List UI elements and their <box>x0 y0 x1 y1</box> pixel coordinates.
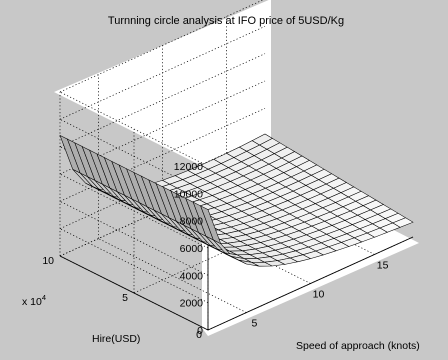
y-tick-label: 5 <box>122 292 128 304</box>
surface-mesh <box>59 133 414 267</box>
chart-title: Turnning circle analysis at IFO price of… <box>108 15 344 27</box>
y-tick-label: 10 <box>42 255 54 267</box>
axis-line <box>59 255 209 331</box>
grid-line-left-z <box>59 91 209 167</box>
z-tick-label: 8000 <box>180 216 204 228</box>
x-axis-label: Speed of approach (knots) <box>296 340 420 352</box>
z-tick-label: 12000 <box>174 161 203 173</box>
z-tick-label: 0 <box>197 325 203 337</box>
grid-line-back-z <box>59 0 264 93</box>
tick-labels: 0 2000 4000 6000 8000 10000 12000 5 10 15 0 5 10 <box>42 161 388 341</box>
y-tick-label: 0 <box>196 329 202 341</box>
x-tick-label: 10 <box>313 289 325 301</box>
grid-line-floor-x <box>98 238 247 313</box>
x-tick-label: 5 <box>251 318 257 330</box>
y-axis-label: Hire(USD) <box>92 333 140 345</box>
y-scale-factor: x 104 <box>22 293 46 308</box>
surface-quad <box>392 217 414 228</box>
z-tick-label: 4000 <box>180 270 204 282</box>
y-scale-factor-base: x 10 <box>22 296 42 308</box>
z-tick-label: 6000 <box>180 243 204 255</box>
x-tick-label: 15 <box>377 259 389 271</box>
z-tick-label: 10000 <box>174 188 203 200</box>
y-scale-factor-exponent: 4 <box>42 293 46 302</box>
axis-line <box>207 236 414 331</box>
z-tick-label: 2000 <box>180 298 204 310</box>
